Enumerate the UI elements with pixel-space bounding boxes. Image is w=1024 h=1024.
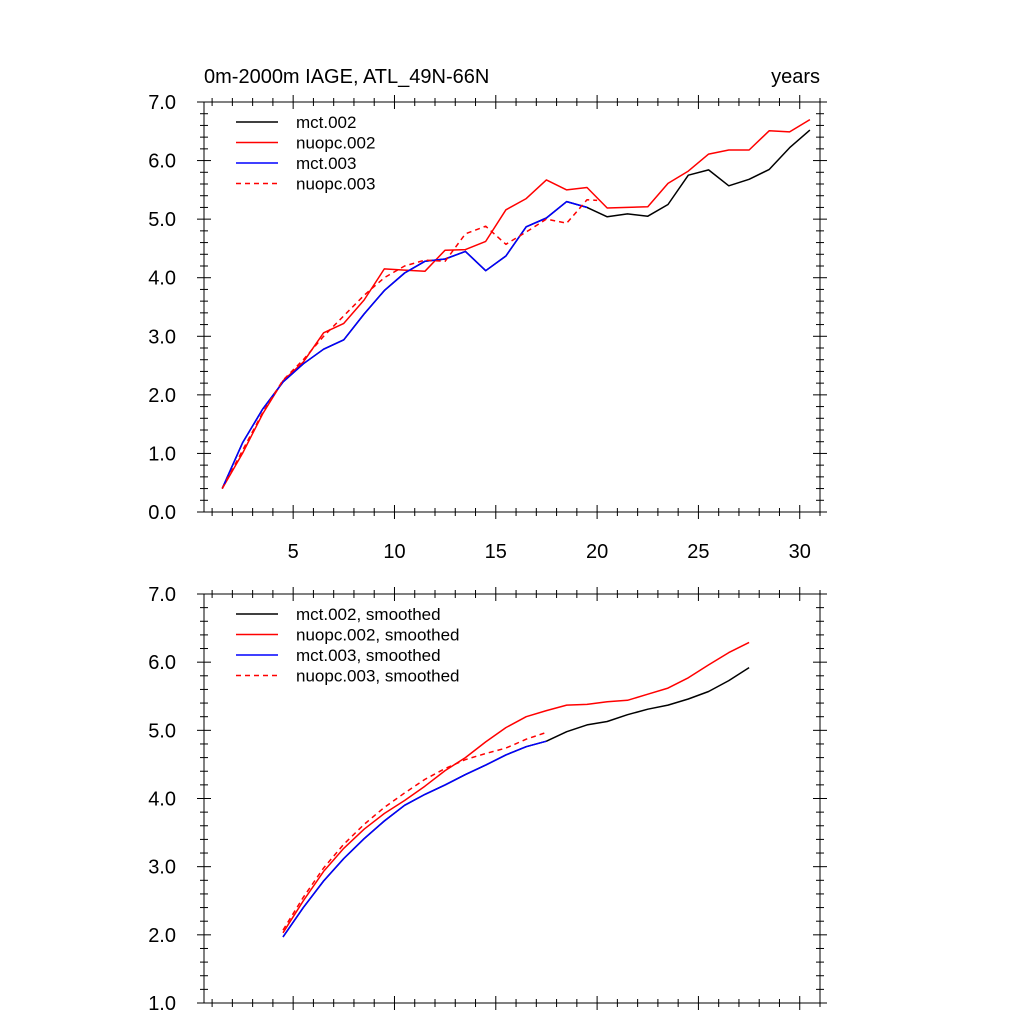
- y-tick-label: 1.0: [148, 443, 176, 465]
- y-tick-label: 7.0: [148, 584, 176, 606]
- x-tick-label: 25: [687, 541, 709, 563]
- y-tick-label: 0.0: [148, 502, 176, 524]
- y-tick-label: 6.0: [148, 652, 176, 674]
- y-tick-label: 4.0: [148, 268, 176, 290]
- y-tick-label: 2.0: [148, 385, 176, 407]
- y-tick-label: 3.0: [148, 326, 176, 348]
- top-panel: 0m-2000m IAGE, ATL_49N-66N years 0.0 1.0 2…: [148, 66, 827, 563]
- x-tick-label: 5: [288, 541, 299, 563]
- top-series-line-nuopc-003: [221, 199, 598, 489]
- y-tick-label: 5.0: [148, 720, 176, 742]
- legend-label: nuopc.002, smoothed: [296, 626, 460, 645]
- top-series-line-nuopc-002: [221, 118, 811, 489]
- legend-label: nuopc.003: [296, 175, 375, 194]
- y-tick-label: 2.0: [148, 925, 176, 947]
- y-tick-label: 1.0: [148, 993, 176, 1015]
- top-plot-frame: [203, 101, 821, 513]
- legend-label: nuopc.002: [296, 134, 375, 153]
- x-tick-label: 20: [586, 541, 608, 563]
- y-tick-label: 6.0: [148, 151, 176, 173]
- legend-label: mct.002: [296, 113, 356, 132]
- legend-label: nuopc.003, smoothed: [296, 667, 460, 686]
- y-tick-label: 4.0: [148, 789, 176, 811]
- bottom-series-line-nuopc-002-smoothed: [282, 641, 750, 934]
- x-tick-label: 30: [789, 541, 811, 563]
- top-panel-units-label: years: [771, 66, 820, 88]
- bottom-series-line-mct-003-smoothed: [282, 740, 547, 938]
- legend-label: mct.002, smoothed: [296, 605, 441, 624]
- legend-label: mct.003: [296, 154, 356, 173]
- bottom-panel: 1.0 2.0 3.0 4.0 5.0 6.0 7.0 mct.002, smoothed nu…: [148, 584, 827, 1015]
- x-tick-label: 10: [383, 541, 405, 563]
- top-series-line-mct-003: [221, 200, 588, 489]
- bottom-series-line-nuopc-003-smoothed: [282, 731, 547, 931]
- top-axis-ticks: [197, 95, 827, 519]
- bottom-legend: mct.002, smoothed nuopc.002, smoothedmct.…: [236, 605, 460, 686]
- y-tick-label: 7.0: [148, 92, 176, 114]
- y-tick-label: 3.0: [148, 857, 176, 879]
- y-tick-label: 5.0: [148, 209, 176, 231]
- x-tick-label: 15: [485, 541, 507, 563]
- bottom-axis-ticks: [197, 587, 827, 1010]
- legend-label: mct.003, smoothed: [296, 646, 441, 665]
- top-panel-title: 0m-2000m IAGE, ATL_49N-66N: [204, 66, 489, 88]
- bottom-series-line-mct-002-smoothed: [282, 666, 750, 938]
